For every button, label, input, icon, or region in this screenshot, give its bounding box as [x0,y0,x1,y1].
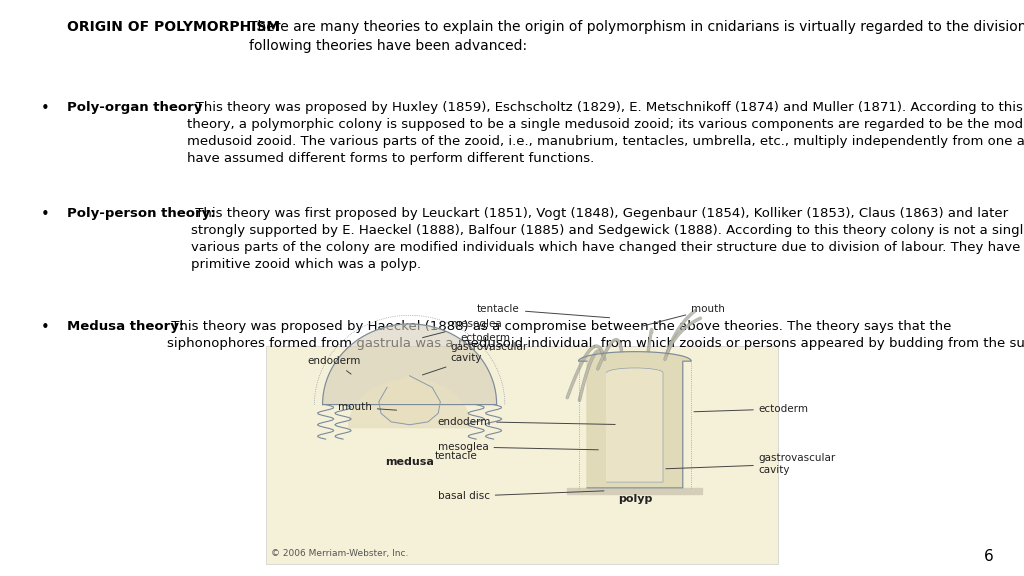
Text: ectoderm: ectoderm [461,334,511,350]
Polygon shape [379,376,440,425]
Polygon shape [348,379,471,427]
Text: Poly-organ theory: Poly-organ theory [67,101,202,114]
Text: basal disc: basal disc [438,491,604,501]
Text: This theory was first proposed by Leuckart (1851), Vogt (1848), Gegenbaur (1854): This theory was first proposed by Leucka… [191,207,1024,271]
Text: gastrovascular
cavity: gastrovascular cavity [666,453,836,475]
Text: © 2006 Merriam-Webster, Inc.: © 2006 Merriam-Webster, Inc. [271,549,409,558]
Text: : This theory was proposed by Huxley (1859), Eschscholtz (1829), E. Metschnikoff: : This theory was proposed by Huxley (18… [187,101,1024,165]
Text: Medusa theory:: Medusa theory: [67,320,184,333]
Text: endoderm: endoderm [438,416,615,426]
Text: •: • [41,101,50,116]
Text: ectoderm: ectoderm [694,404,809,414]
Text: gastrovascular
cavity: gastrovascular cavity [423,342,527,375]
Text: mouth: mouth [643,304,725,326]
Text: mesoglea: mesoglea [438,442,598,452]
Text: tentacle: tentacle [477,304,609,318]
Text: Poly-person theory:: Poly-person theory: [67,207,215,221]
Polygon shape [606,368,664,482]
Text: •: • [41,320,50,335]
FancyBboxPatch shape [266,346,778,564]
Text: polyp: polyp [617,494,652,504]
Text: mouth: mouth [338,403,396,412]
Text: endoderm: endoderm [307,357,360,374]
Text: medusa: medusa [385,457,434,467]
Text: This theory was proposed by Haeckel (1888) as a compromise between the above the: This theory was proposed by Haeckel (188… [167,320,1024,350]
Text: 6: 6 [983,550,993,564]
Text: •: • [41,207,50,222]
Text: There are many theories to explain the origin of polymorphism in cnidarians is v: There are many theories to explain the o… [249,20,1024,52]
Polygon shape [323,324,497,404]
Text: tentacle: tentacle [434,452,477,461]
Text: ORIGIN OF POLYMORPHISM: ORIGIN OF POLYMORPHISM [67,20,280,34]
Polygon shape [567,488,702,494]
Polygon shape [579,352,691,488]
Text: mesoglea: mesoglea [423,319,502,338]
